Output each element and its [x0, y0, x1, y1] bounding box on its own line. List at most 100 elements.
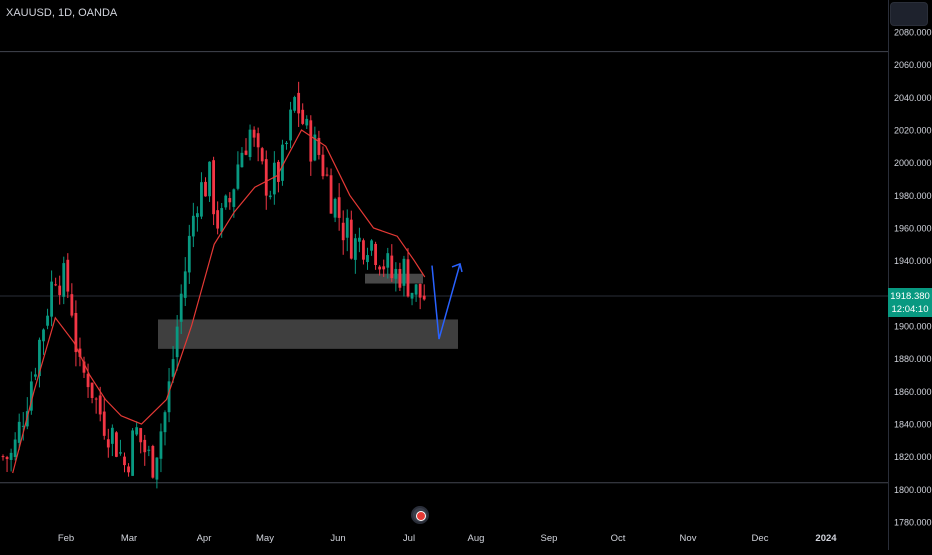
y-tick-label: 1820.000: [894, 452, 932, 462]
x-tick-label: Oct: [611, 533, 626, 544]
symbol-title[interactable]: XAUUSD, 1D, OANDA: [6, 7, 118, 19]
toolbar-button[interactable]: [890, 2, 928, 26]
x-tick-label: Feb: [58, 533, 74, 544]
candle-body: [34, 374, 37, 377]
y-tick-label: 2080.000: [894, 28, 932, 38]
candle-body: [21, 425, 25, 427]
candle-body: [422, 295, 426, 300]
candle-body: [50, 281, 53, 317]
candle-body: [341, 222, 345, 241]
candle-body: [196, 213, 199, 218]
x-tick-label: Jun: [330, 533, 345, 544]
x-tick-label: Jul: [403, 533, 415, 544]
candle-body: [406, 259, 410, 297]
candle-body: [191, 215, 195, 237]
candle-body: [268, 195, 272, 198]
x-tick-label: May: [256, 533, 274, 544]
flag-icon[interactable]: [411, 506, 429, 524]
candle-body: [13, 439, 17, 458]
candle-body: [374, 243, 377, 265]
candle-body: [305, 118, 309, 126]
candle-body: [175, 326, 179, 358]
candle-body: [414, 284, 418, 295]
candle-body: [366, 255, 369, 263]
candle-body: [17, 421, 21, 443]
candle-body: [297, 92, 301, 114]
candle-body: [70, 294, 74, 316]
candle-body: [216, 210, 220, 229]
candle-body: [38, 339, 41, 377]
candle-body: [325, 174, 329, 176]
candle-body: [260, 148, 264, 162]
candle-body: [29, 381, 33, 411]
candle-body: [183, 271, 187, 298]
candle-body: [277, 161, 280, 182]
candles-layer: [1, 81, 426, 489]
candle-body: [204, 181, 207, 197]
y-tick-label: 1960.000: [894, 224, 932, 234]
candle-body: [94, 398, 98, 400]
candle-body: [90, 382, 94, 398]
candle-body: [309, 120, 313, 162]
candle-body: [139, 428, 143, 443]
candle-body: [281, 144, 284, 181]
x-tick-label: 2024: [815, 533, 837, 544]
candle-body: [163, 412, 167, 433]
candle-body: [329, 175, 333, 214]
candle-body: [398, 268, 402, 288]
candle-body: [244, 150, 248, 155]
candle-body: [378, 266, 382, 270]
candle-body: [402, 258, 406, 286]
candle-body: [252, 129, 256, 138]
candle-body: [337, 197, 341, 218]
candle-body: [106, 439, 110, 448]
candle-body: [123, 456, 126, 466]
candle-body: [78, 348, 82, 357]
last-price-badge: 1918.380 12:04:10: [888, 288, 932, 317]
candle-body: [200, 182, 203, 217]
candle-body: [147, 449, 151, 451]
candle-body: [102, 411, 106, 436]
y-tick-label: 1860.000: [894, 387, 932, 397]
candle-body: [362, 240, 365, 260]
candle-body: [248, 129, 252, 158]
y-tick-label: 1880.000: [894, 354, 932, 364]
candle-body: [155, 457, 159, 480]
x-tick-label: Dec: [752, 533, 769, 544]
candle-body: [208, 161, 211, 197]
demand-zone: [158, 319, 458, 349]
candle-body: [58, 285, 62, 296]
candle-body: [264, 159, 268, 196]
candle-body: [272, 162, 276, 195]
candle-body: [256, 133, 260, 148]
supply-zone: [365, 273, 423, 284]
y-tick-label: 1840.000: [894, 420, 932, 430]
candle-body: [119, 452, 122, 454]
candle-body: [224, 195, 228, 208]
y-tick-label: 1780.000: [894, 518, 932, 528]
y-tick-label: 2060.000: [894, 60, 932, 70]
candle-body: [418, 283, 422, 298]
candle-body: [115, 432, 118, 457]
y-tick-label: 2000.000: [894, 158, 932, 168]
x-tick-label: Mar: [121, 533, 137, 544]
candle-body: [66, 259, 70, 292]
candle-body: [313, 134, 317, 161]
candle-body: [82, 361, 86, 373]
candle-body: [98, 395, 102, 415]
candle-body: [220, 208, 224, 232]
candle-body: [228, 198, 232, 203]
candle-body: [370, 240, 373, 251]
moving-average-layer: [12, 129, 426, 474]
candle-body: [187, 235, 191, 273]
candle-body: [62, 263, 66, 297]
candle-body: [301, 109, 305, 124]
y-tick-label: 1800.000: [894, 485, 932, 495]
candle-body: [143, 439, 147, 453]
candle-body: [46, 315, 49, 326]
candle-body: [232, 189, 236, 207]
candle-body: [212, 160, 215, 215]
candle-body: [349, 219, 353, 259]
